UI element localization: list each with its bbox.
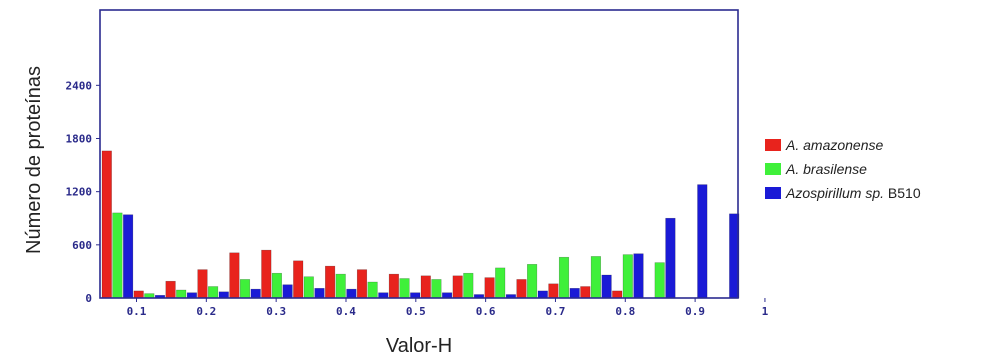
bar-series-0-group-11 — [452, 275, 463, 299]
bar-series-1-group-11 — [463, 272, 474, 299]
bar-series-0-group-15 — [580, 286, 591, 299]
legend: A. amazonense A. brasilense Azospirillum s… — [765, 137, 921, 201]
bar-series-2-group-16 — [633, 253, 644, 299]
bar-series-1-group-0 — [112, 212, 123, 299]
y-tick-label: 1800 — [66, 132, 93, 145]
bar-series-1-group-4 — [239, 279, 251, 299]
x-tick-label: 0.1 — [127, 305, 147, 318]
bar-series-0-group-9 — [388, 273, 399, 299]
bar-series-1-group-16 — [622, 254, 633, 299]
bar-series-1-group-13 — [527, 264, 538, 299]
plot-frame — [99, 9, 739, 299]
x-tick-label: 0.5 — [406, 305, 426, 318]
bar-series-0-group-10 — [420, 275, 431, 299]
x-tick-label: 1 — [762, 305, 769, 318]
bar-series-1-group-12 — [495, 267, 506, 299]
bar-series-0-group-14 — [548, 283, 559, 299]
bars-layer — [101, 150, 740, 299]
bar-series-0-group-13 — [516, 279, 527, 299]
bar-series-2-group-17 — [665, 217, 676, 299]
legend-label: Azospirillum sp. B510 — [785, 185, 921, 201]
x-tick-label: 0.3 — [266, 305, 286, 318]
bar-series-1-group-7 — [335, 273, 346, 299]
y-ticks: 600 1200 1800 2400 0 — [66, 79, 100, 305]
bar-series-0-group-1 — [133, 290, 144, 299]
bar-series-0-group-7 — [325, 265, 336, 299]
bar-series-2-group-13 — [537, 290, 548, 299]
x-tick-label: 0.2 — [196, 305, 216, 318]
x-tick-label: 0.7 — [546, 305, 566, 318]
bar-series-0-group-16 — [612, 290, 623, 299]
bar-series-1-group-14 — [558, 256, 570, 299]
bar-series-1-group-9 — [399, 278, 410, 299]
bar-series-2-group-7 — [346, 288, 357, 299]
bar-series-1-group-5 — [271, 272, 282, 299]
legend-swatch — [765, 163, 781, 175]
bar-series-2-group-6 — [314, 288, 325, 299]
bar-series-0-group-6 — [293, 260, 304, 299]
bar-series-1-group-6 — [303, 276, 314, 299]
bar-series-0-group-2 — [165, 280, 176, 299]
bar-series-0-group-3 — [197, 269, 208, 299]
bar-series-0-group-12 — [484, 277, 495, 299]
legend-label: A. brasilense — [785, 161, 867, 177]
x-ticks: 0.1 0.2 0.3 0.4 0.5 0.6 0.7 0.8 0.9 1 — [127, 298, 769, 318]
y-tick-label-zero: 0 — [85, 292, 92, 305]
x-tick-label: 0.8 — [615, 305, 635, 318]
x-axis-title: Valor-H — [386, 335, 452, 357]
bar-series-1-group-15 — [590, 256, 601, 299]
bar-series-1-group-3 — [208, 286, 219, 299]
bar-series-2-group-18 — [697, 184, 708, 299]
x-tick-label: 0.9 — [685, 305, 705, 318]
bar-series-0-group-5 — [261, 249, 272, 299]
bar-series-2-group-3 — [218, 291, 229, 299]
bar-series-0-group-8 — [356, 269, 368, 299]
bar-series-1-group-17 — [654, 262, 665, 299]
bar-series-0-group-4 — [229, 252, 240, 299]
bar-series-2-group-5 — [282, 284, 293, 299]
bar-series-1-group-2 — [176, 289, 187, 299]
y-tick-label: 2400 — [66, 79, 93, 92]
bar-series-1-group-8 — [367, 281, 378, 299]
x-tick-label: 0.4 — [336, 305, 356, 318]
bar-series-0-group-0 — [101, 150, 112, 299]
legend-label: A. amazonense — [785, 137, 883, 153]
bar-series-2-group-14 — [569, 288, 580, 299]
bar-series-1-group-10 — [431, 279, 442, 299]
legend-swatch — [765, 139, 781, 151]
bar-series-2-group-15 — [601, 274, 612, 299]
y-tick-label: 600 — [72, 239, 92, 252]
bar-series-2-group-0 — [123, 214, 134, 299]
bar-series-2-group-4 — [250, 288, 261, 299]
y-axis-title: Número de proteínas — [23, 66, 45, 254]
legend-swatch — [765, 187, 781, 199]
x-tick-label: 0.6 — [476, 305, 496, 318]
y-tick-label: 1200 — [66, 186, 93, 199]
